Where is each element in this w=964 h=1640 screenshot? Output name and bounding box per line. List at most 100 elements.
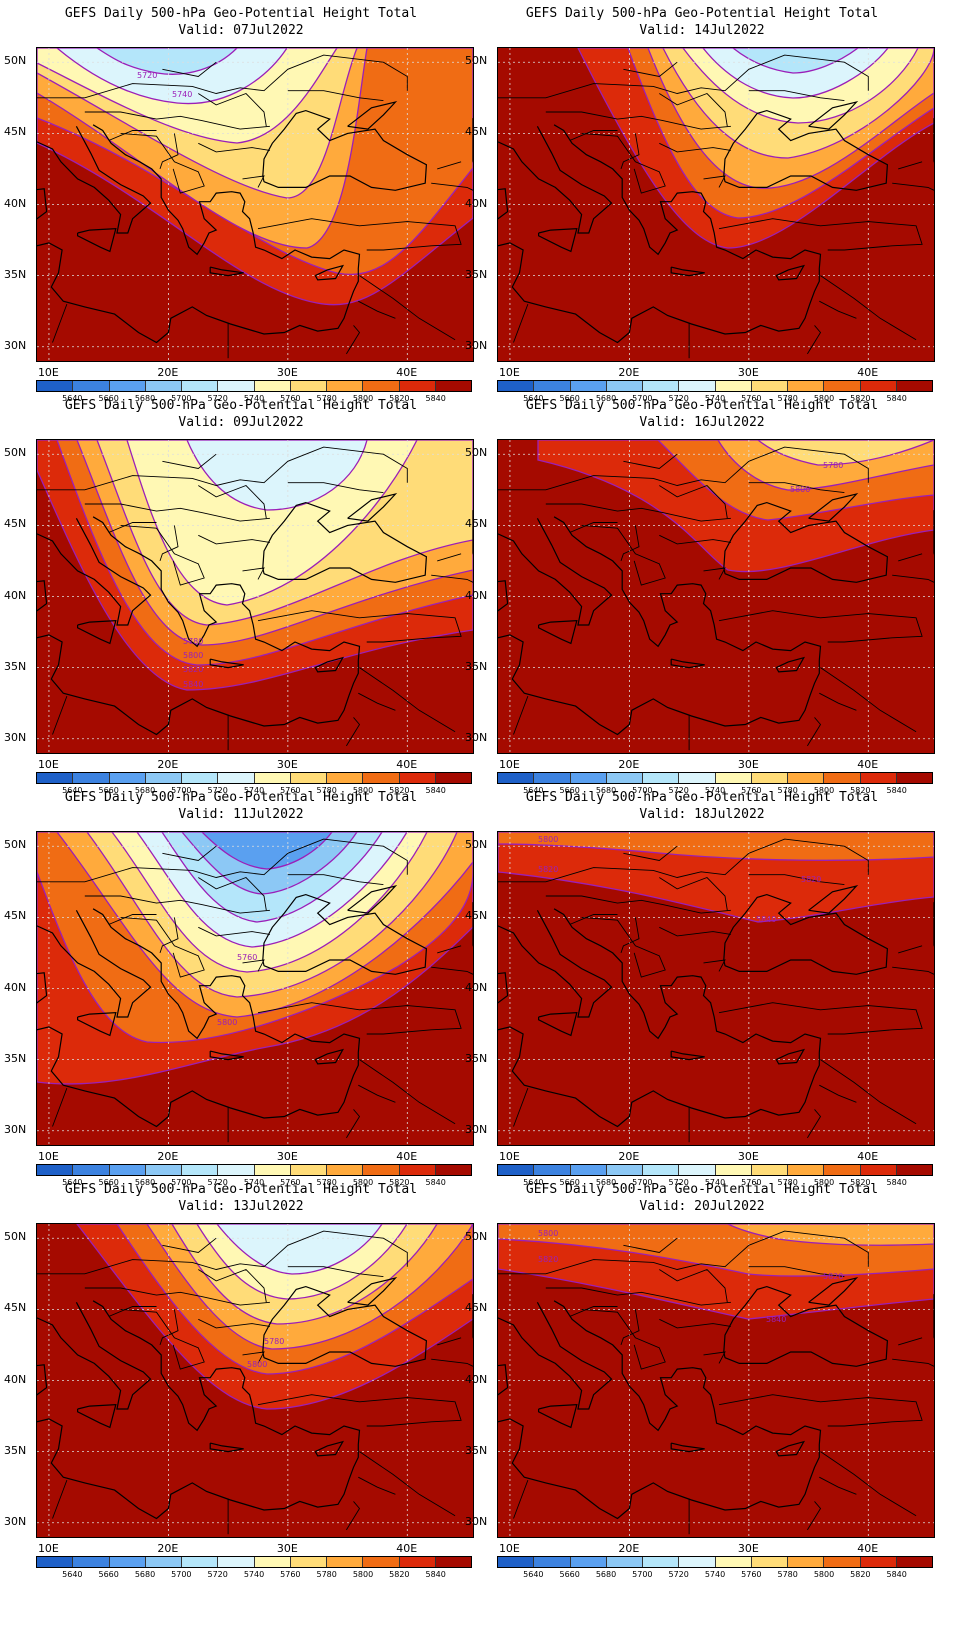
lon-tick-label: 10E xyxy=(37,758,59,771)
country-border xyxy=(703,1351,726,1364)
lat-tick-label: 35N xyxy=(465,1443,488,1457)
geopotential-map: 5780 5800 xyxy=(497,439,935,754)
country-border xyxy=(287,874,384,886)
country-border xyxy=(37,1230,408,1275)
colorbar-swatch xyxy=(182,381,219,391)
valid-date: Valid: 09Jul2022 xyxy=(178,415,304,430)
country-border xyxy=(108,130,157,141)
country-border xyxy=(358,300,396,319)
lon-tick-label: 10E xyxy=(498,758,520,771)
colorbar-swatch xyxy=(860,1557,897,1567)
lat-tick-label: 40N xyxy=(4,980,27,994)
lon-tick-label: 20E xyxy=(618,366,640,379)
panel-title: GEFS Daily 500-hPa Geo-Potential Height … xyxy=(525,398,879,413)
country-border xyxy=(545,503,731,522)
lon-tick-label: 20E xyxy=(618,1150,640,1163)
colorbar-swatch xyxy=(788,1557,825,1567)
colorbar-swatch xyxy=(498,773,535,783)
country-border xyxy=(346,325,361,355)
valid-date: Valid: 07Jul2022 xyxy=(178,23,304,38)
coastline xyxy=(498,972,509,1004)
country-border xyxy=(162,453,217,469)
colorbar xyxy=(497,1164,933,1176)
height-band xyxy=(55,48,288,105)
lat-tick-label: 30N xyxy=(465,338,488,352)
country-border xyxy=(703,959,726,972)
country-border xyxy=(108,1306,157,1317)
map-panel: GEFS Daily 500-hPa Geo-Potential Height … xyxy=(0,1176,482,1586)
lon-tick-label: 30E xyxy=(737,1150,759,1163)
country-border xyxy=(437,161,462,170)
colorbar-swatch xyxy=(534,773,571,783)
contour-label: 5800 xyxy=(183,651,203,660)
country-border xyxy=(659,1268,728,1303)
colorbar-label: 5700 xyxy=(632,394,653,403)
lon-tick-label: 30E xyxy=(737,366,759,379)
map-panel: GEFS Daily 500-hPa Geo-Potential Height … xyxy=(461,784,943,1194)
country-border xyxy=(84,895,270,914)
map-canvas: 5800 5820 5820 5840 xyxy=(498,832,934,1145)
country-border xyxy=(892,966,934,975)
country-border xyxy=(120,132,205,194)
lat-tick-label: 50N xyxy=(4,1230,27,1244)
coastline xyxy=(808,1277,859,1306)
lat-tick-label: 35N xyxy=(465,659,488,673)
colorbar-swatch xyxy=(254,1557,291,1567)
country-border xyxy=(431,1358,473,1367)
country-border xyxy=(120,916,205,978)
country-border xyxy=(659,1318,731,1329)
contour-label: 5740 xyxy=(172,90,192,99)
contour-label: 5820 xyxy=(538,1255,558,1264)
colorbar-swatch xyxy=(327,773,364,783)
coastline xyxy=(209,658,244,669)
contour-label: 5840 xyxy=(766,1315,786,1324)
country-border xyxy=(257,218,462,251)
coastline xyxy=(37,126,152,234)
country-border xyxy=(807,325,822,355)
colorbar-swatch xyxy=(435,773,471,783)
colorbar-label: 5820 xyxy=(389,786,410,795)
country-border xyxy=(437,1337,462,1346)
colorbar-label: 5640 xyxy=(62,786,83,795)
colorbar-swatch xyxy=(498,1557,535,1567)
country-border xyxy=(820,1059,917,1125)
colorbar-label: 5740 xyxy=(704,1570,726,1579)
country-border xyxy=(84,111,270,130)
colorbar-swatch xyxy=(218,773,255,783)
colorbar-swatch xyxy=(751,773,788,783)
lon-tick-label: 40E xyxy=(396,758,418,771)
contour-label: 5800 xyxy=(538,835,558,844)
colorbar-label: 5840 xyxy=(425,1178,446,1187)
colorbar-swatch xyxy=(534,381,571,391)
colorbar-label: 5660 xyxy=(559,1178,580,1187)
country-border xyxy=(819,300,857,319)
lon-tick-label: 20E xyxy=(157,1150,179,1163)
country-border xyxy=(620,917,640,954)
colorbar-label: 5800 xyxy=(352,1178,374,1187)
colorbar-label: 5780 xyxy=(777,1570,798,1579)
map-panel: GEFS Daily 500-hPa Geo-Potential Height … xyxy=(461,392,943,802)
colorbar-swatch xyxy=(182,1557,219,1567)
country-border xyxy=(52,1479,68,1519)
colorbar-swatch xyxy=(218,1165,255,1175)
geopotential-map: 5760 5800 xyxy=(36,831,474,1146)
country-border xyxy=(718,610,923,643)
colorbar-label: 5760 xyxy=(741,1178,762,1187)
coastline xyxy=(209,1050,244,1061)
country-border xyxy=(623,845,678,861)
country-border xyxy=(52,695,68,735)
country-border xyxy=(108,522,157,533)
country-border xyxy=(820,275,917,341)
coastline xyxy=(77,1404,117,1429)
colorbar-swatch xyxy=(534,1165,571,1175)
coastline xyxy=(498,516,822,736)
country-border xyxy=(159,1309,179,1346)
country-border xyxy=(287,90,384,102)
colorbar-label: 5640 xyxy=(523,1570,544,1579)
country-border xyxy=(820,1451,917,1517)
colorbar-label: 5640 xyxy=(62,394,83,403)
colorbar-swatch xyxy=(896,773,932,783)
country-border xyxy=(718,218,923,251)
coastline xyxy=(498,124,822,344)
contour-label: 5800 xyxy=(790,485,810,494)
